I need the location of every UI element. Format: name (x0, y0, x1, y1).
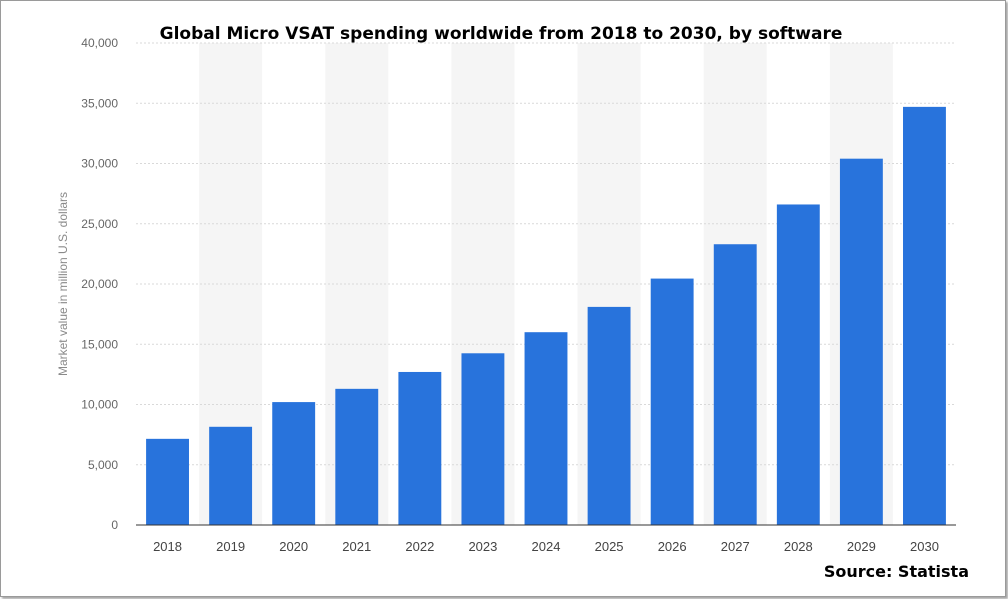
x-tick-label: 2022 (405, 539, 434, 554)
x-tick-label: 2027 (721, 539, 750, 554)
y-axis-ticks: 0 5,000 10,000 15,000 20,000 25,000 30,000 35,0… (81, 36, 118, 532)
source-note: Source: Statista (824, 562, 969, 581)
bar-2025 (587, 306, 631, 525)
x-tick-label: 2028 (784, 539, 813, 554)
bar-2028 (776, 204, 820, 525)
y-tick-label: 20,000 (81, 277, 118, 291)
bar-2023 (461, 353, 505, 525)
bar-2022 (398, 371, 442, 525)
x-tick-label: 2029 (847, 539, 876, 554)
y-tick-label: 0 (111, 518, 118, 532)
x-tick-label: 2024 (532, 539, 561, 554)
bars (146, 106, 946, 526)
x-axis-ticks: 2018 2019 2020 2021 2022 2023 2024 2025 2026 2027… (153, 539, 939, 554)
bar-2019 (209, 426, 253, 525)
y-tick-label: 5,000 (88, 458, 118, 472)
x-tick-label: 2025 (595, 539, 624, 554)
y-tick-label: 25,000 (81, 217, 118, 231)
bar-2026 (650, 278, 694, 525)
y-tick-label: 40,000 (81, 36, 118, 50)
x-tick-label: 2019 (216, 539, 245, 554)
x-tick-label: 2026 (658, 539, 687, 554)
bar-2029 (839, 158, 883, 525)
y-axis-label: Market value in million U.S. dollars (56, 192, 70, 376)
x-tick-label: 2018 (153, 539, 182, 554)
x-tick-label: 2023 (468, 539, 497, 554)
bar-2030 (903, 106, 946, 526)
x-tick-label: 2021 (342, 539, 371, 554)
chart-title: Global Micro VSAT spending worldwide fro… (160, 24, 843, 44)
bar-2024 (524, 332, 568, 525)
bar-2018 (146, 438, 189, 525)
x-tick-label: 2020 (279, 539, 308, 554)
x-tick-label: 2030 (910, 539, 939, 554)
y-tick-label: 35,000 (81, 96, 118, 110)
y-tick-label: 30,000 (81, 157, 118, 171)
bar-2020 (272, 402, 316, 525)
y-tick-label: 10,000 (81, 398, 118, 412)
bar-2021 (335, 388, 379, 525)
bar-2027 (713, 244, 757, 526)
y-tick-label: 15,000 (81, 337, 118, 351)
